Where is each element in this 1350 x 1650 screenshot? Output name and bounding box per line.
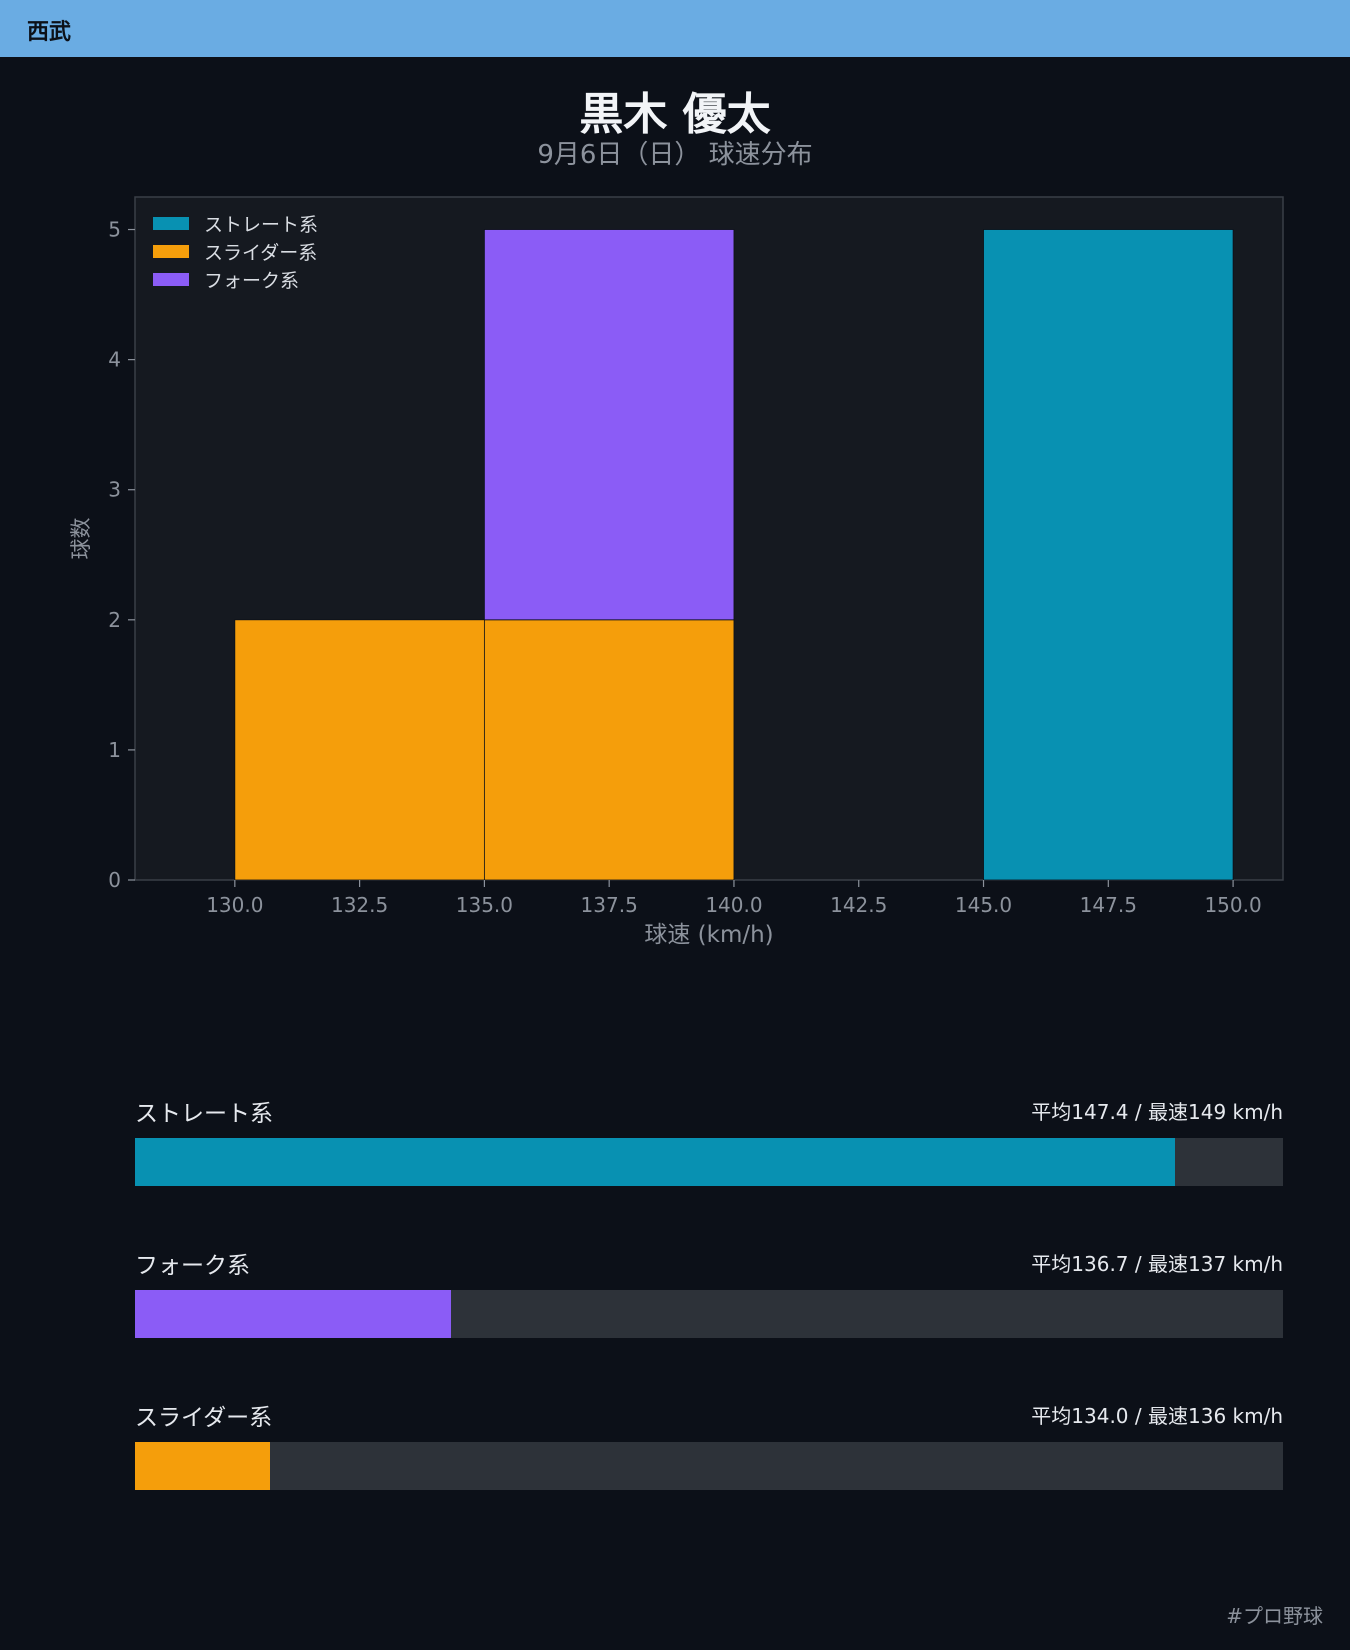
y-tick-label: 1 [108,738,121,762]
legend-label: スライダー系 [204,242,317,264]
y-tick-label: 5 [108,218,121,242]
legend-swatch [153,245,189,258]
stat-bar-track [135,1290,1283,1338]
bar [983,229,1234,881]
legend-label: ストレート系 [204,214,318,236]
stat-name: ストレート系 [135,1101,273,1127]
x-tick-label: 147.5 [1080,893,1137,917]
x-tick-label: 145.0 [955,893,1012,917]
legend-swatch [153,273,189,286]
x-tick-label: 130.0 [206,893,263,917]
y-tick-label: 0 [108,868,121,892]
x-tick-label: 132.5 [331,893,388,917]
bar [483,619,735,881]
x-tick-label: 135.0 [456,893,513,917]
team-name: 西武 [27,20,72,45]
stat-name: スライダー系 [135,1405,273,1431]
y-axis-label: 球数 [69,518,93,560]
team-header-bar: 西武 [0,0,1350,57]
bar [483,229,735,621]
y-tick-label: 2 [108,608,121,632]
y-tick-label: 4 [108,348,121,372]
speed-histogram-chart: 130.0 132.5 135.0 137.5 140.0 142.5 145.0 147.5… [69,196,1284,948]
stat-bar-fill [135,1290,451,1338]
stat-bar-fill [135,1442,271,1490]
stat-bar-track [135,1138,1283,1186]
stat-summary: 平均136.7 / 最速137 km/h [1031,1252,1283,1276]
stat-bar-fill [135,1138,1176,1186]
chart-subtitle: 9月6日（日） 球速分布 [537,140,813,170]
stat-summary: 平均147.4 / 最速149 km/h [1031,1100,1283,1124]
stat-name: フォーク系 [135,1253,250,1279]
hashtag: #プロ野球 [1226,1604,1323,1628]
pitcher-name: 黒木 優太 [579,89,771,140]
y-tick-label: 3 [108,478,121,502]
x-tick-label: 137.5 [581,893,638,917]
legend-swatch [153,217,189,230]
legend-label: フォーク系 [204,270,299,292]
x-axis-label: 球速 (km/h) [644,922,773,948]
stat-summary: 平均134.0 / 最速136 km/h [1031,1404,1283,1428]
stat-bar-track [135,1442,1283,1490]
bar [234,619,485,881]
x-tick-label: 140.0 [705,893,762,917]
x-tick-label: 142.5 [830,893,887,917]
x-tick-label: 150.0 [1204,893,1261,917]
